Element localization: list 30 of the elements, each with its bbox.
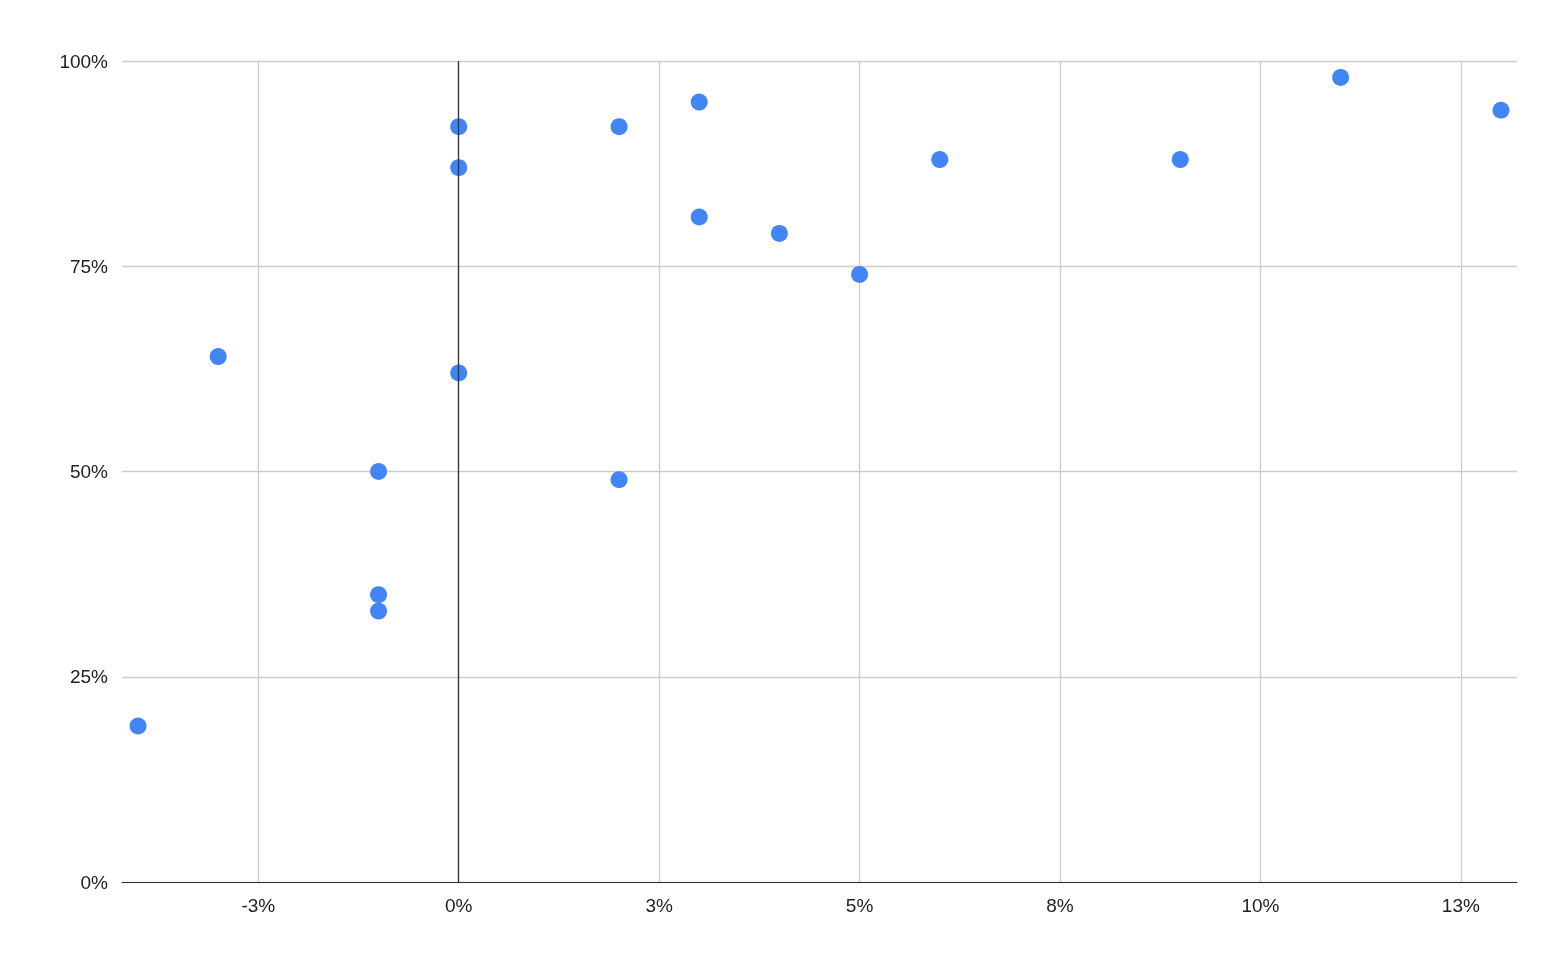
point (1332, 68, 1350, 86)
x-tick-label: -3% (241, 895, 276, 916)
x-tick-label: 10% (1241, 895, 1280, 916)
point (450, 364, 468, 382)
point (851, 265, 869, 283)
x-tick-label: 0% (444, 895, 473, 916)
y-tick-label: 25% (69, 666, 109, 688)
point (1492, 101, 1510, 119)
point (129, 717, 147, 735)
point (370, 586, 388, 604)
x-tick-label: 3% (645, 895, 673, 916)
y-tick-label: 100% (59, 50, 109, 72)
point (770, 224, 788, 242)
point (450, 159, 468, 177)
point (690, 93, 708, 111)
x-tick-label: 8% (1046, 895, 1074, 916)
y-tick-label: 0% (80, 871, 109, 893)
point (931, 151, 949, 169)
point (370, 463, 388, 480)
x-tick-label: 13% (1441, 895, 1480, 916)
y-tick-label: 75% (69, 255, 109, 277)
point (450, 118, 468, 136)
point (1171, 151, 1189, 169)
point (209, 348, 227, 366)
x-tick-label: 5% (845, 895, 874, 916)
point (690, 208, 708, 226)
point (370, 602, 388, 620)
y-tick-label: 50% (69, 461, 109, 482)
point (610, 118, 628, 136)
point (610, 471, 628, 489)
